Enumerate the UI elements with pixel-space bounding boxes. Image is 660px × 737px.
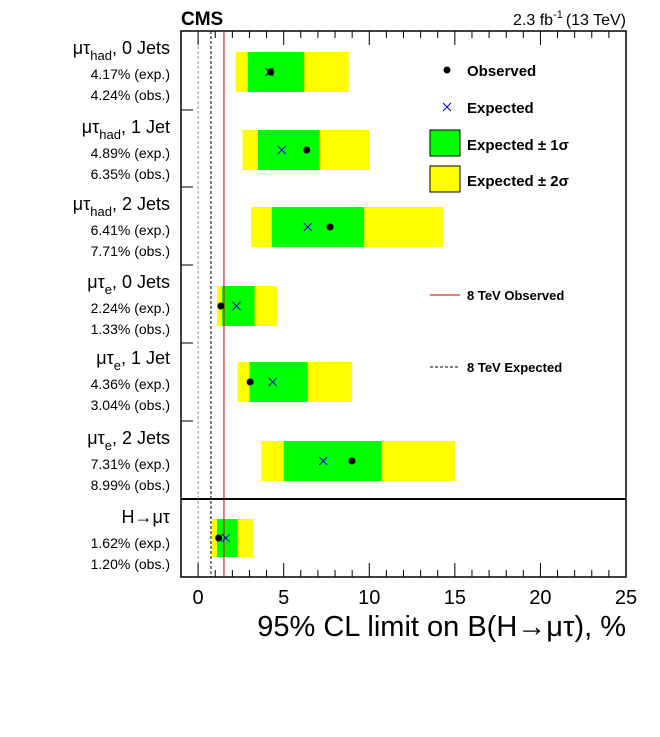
observed-marker	[348, 457, 356, 465]
category-observed-text: 4.24% (obs.)	[91, 87, 170, 103]
band1-rect	[249, 362, 308, 402]
lumi-value: 2.3 fb	[513, 12, 553, 29]
x-tick-label: 5	[278, 587, 289, 609]
legend-observed-marker	[443, 66, 451, 74]
category-expected-text: 4.17% (exp.)	[91, 66, 170, 82]
observed-marker	[246, 378, 254, 386]
category-expected-text: 4.89% (exp.)	[91, 145, 170, 161]
experiment-label: CMS	[181, 9, 223, 30]
category-title: μτhad, 1 Jet	[82, 117, 170, 142]
expected-marker	[303, 222, 313, 232]
x-tick-label: 15	[444, 587, 466, 609]
x-tick-label: 10	[358, 587, 380, 609]
band1-rect	[258, 130, 320, 170]
observed-marker	[217, 302, 225, 310]
category-expected-text: 2.24% (exp.)	[91, 300, 170, 316]
x-axis: 0 5 10 15 20 25	[180, 30, 637, 609]
legend-band2-label: Expected ± 2σ	[467, 173, 569, 190]
lumi-energy: (13 TeV)	[566, 12, 626, 29]
x-tick-label: 0	[193, 587, 204, 609]
observed-marker	[303, 146, 311, 154]
category-expected-text: 4.36% (exp.)	[91, 376, 170, 392]
category-title: μτhad, 2 Jets	[73, 194, 170, 219]
expected-marker	[232, 301, 241, 311]
legend-band1-swatch	[429, 129, 461, 157]
x-tick-label: 20	[529, 587, 551, 609]
marker-layer	[215, 67, 356, 543]
category-observed-text: 6.35% (obs.)	[91, 166, 170, 182]
band1-rect	[271, 207, 365, 247]
lumi-exponent: -1	[553, 9, 563, 21]
band1-layer	[216, 52, 382, 557]
category-observed-text: 1.33% (obs.)	[91, 321, 170, 337]
category-expected-text: 7.31% (exp.)	[91, 456, 170, 472]
category-expected-text: 1.62% (exp.)	[91, 535, 170, 551]
category-expected-text: 6.41% (exp.)	[91, 222, 170, 238]
category-title: H→μτ	[122, 507, 170, 527]
legend-expected-label: Expected	[467, 100, 534, 117]
band1-rect	[216, 519, 238, 557]
x-axis-title: 95% CL limit on B(H→μτ), %	[257, 611, 626, 643]
category-title: μτe, 2 Jets	[87, 428, 170, 453]
category-title: μτe, 1 Jet	[96, 348, 170, 373]
legend-8tev-observed-label: 8 TeV Observed	[467, 288, 564, 303]
band1-rect	[222, 286, 255, 326]
legend-band1-label: Expected ± 1σ	[467, 137, 569, 154]
legend-expected-marker	[442, 102, 452, 112]
band1-rect	[283, 441, 382, 481]
category-observed-text: 3.04% (obs.)	[91, 397, 170, 413]
category-observed-text: 7.71% (obs.)	[91, 243, 170, 259]
luminosity-label: 2.3 fb-1 (13 TeV)	[513, 9, 626, 29]
legend-band2-swatch	[429, 165, 461, 193]
category-title: μτhad, 0 Jets	[73, 38, 170, 63]
expected-marker	[221, 533, 231, 543]
expected-marker	[268, 377, 278, 387]
category-labels: μτhad, 0 Jets 4.17% (exp.) 4.24% (obs.) μτh…	[73, 38, 170, 572]
expected-marker	[318, 456, 328, 466]
observed-marker	[326, 223, 334, 231]
legend: Observed Expected Expected ± 1σ Expected…	[429, 63, 569, 375]
band1-rect	[247, 52, 305, 92]
legend-observed-label: Observed	[467, 63, 536, 80]
observed-marker	[215, 534, 223, 542]
category-observed-text: 1.20% (obs.)	[91, 556, 170, 572]
expected-marker	[277, 145, 287, 155]
x-tick-label: 25	[615, 587, 637, 609]
reference-lines	[197, 31, 225, 577]
category-observed-text: 8.99% (obs.)	[91, 477, 170, 493]
observed-marker	[267, 68, 275, 76]
category-title: μτe, 0 Jets	[87, 272, 170, 297]
legend-8tev-expected-label: 8 TeV Expected	[467, 360, 562, 375]
